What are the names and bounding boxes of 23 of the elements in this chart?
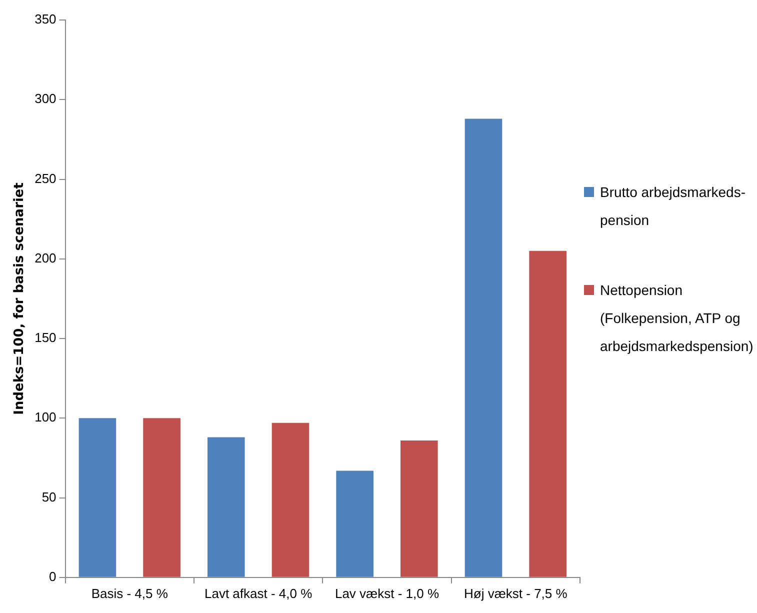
bar [336, 470, 374, 577]
y-tick-label: 250 [34, 170, 56, 186]
x-tick-label: Høj vækst - 7,5 % [464, 586, 568, 601]
y-axis-title: Indeks=100, for basis scenariet [12, 182, 28, 415]
x-tick-label: Basis - 4,5 % [91, 586, 168, 601]
y-tick-label: 350 [34, 12, 56, 27]
bar [207, 437, 245, 577]
y-tick-label: 0 [49, 568, 56, 584]
bar [400, 440, 438, 577]
bar [464, 118, 502, 577]
y-tick-label: 200 [34, 250, 56, 266]
bar [272, 422, 310, 577]
bar [143, 418, 180, 577]
legend-label: Brutto arbejdsmarkeds-pension [600, 183, 747, 230]
x-tick-label: Lav vækst - 1,0 % [334, 586, 440, 601]
y-tick-label: 150 [34, 330, 56, 346]
x-tick-label: Lavt afkast - 4,0 % [204, 586, 313, 601]
y-tick-label: 100 [34, 410, 56, 425]
bar [529, 250, 566, 577]
bar [78, 418, 116, 577]
legend-label: Nettopension (Folkepension, ATP og arbejdsmarkedspension) [600, 281, 754, 356]
y-tick-label: 50 [42, 489, 56, 504]
y-tick-label: 300 [34, 91, 56, 106]
